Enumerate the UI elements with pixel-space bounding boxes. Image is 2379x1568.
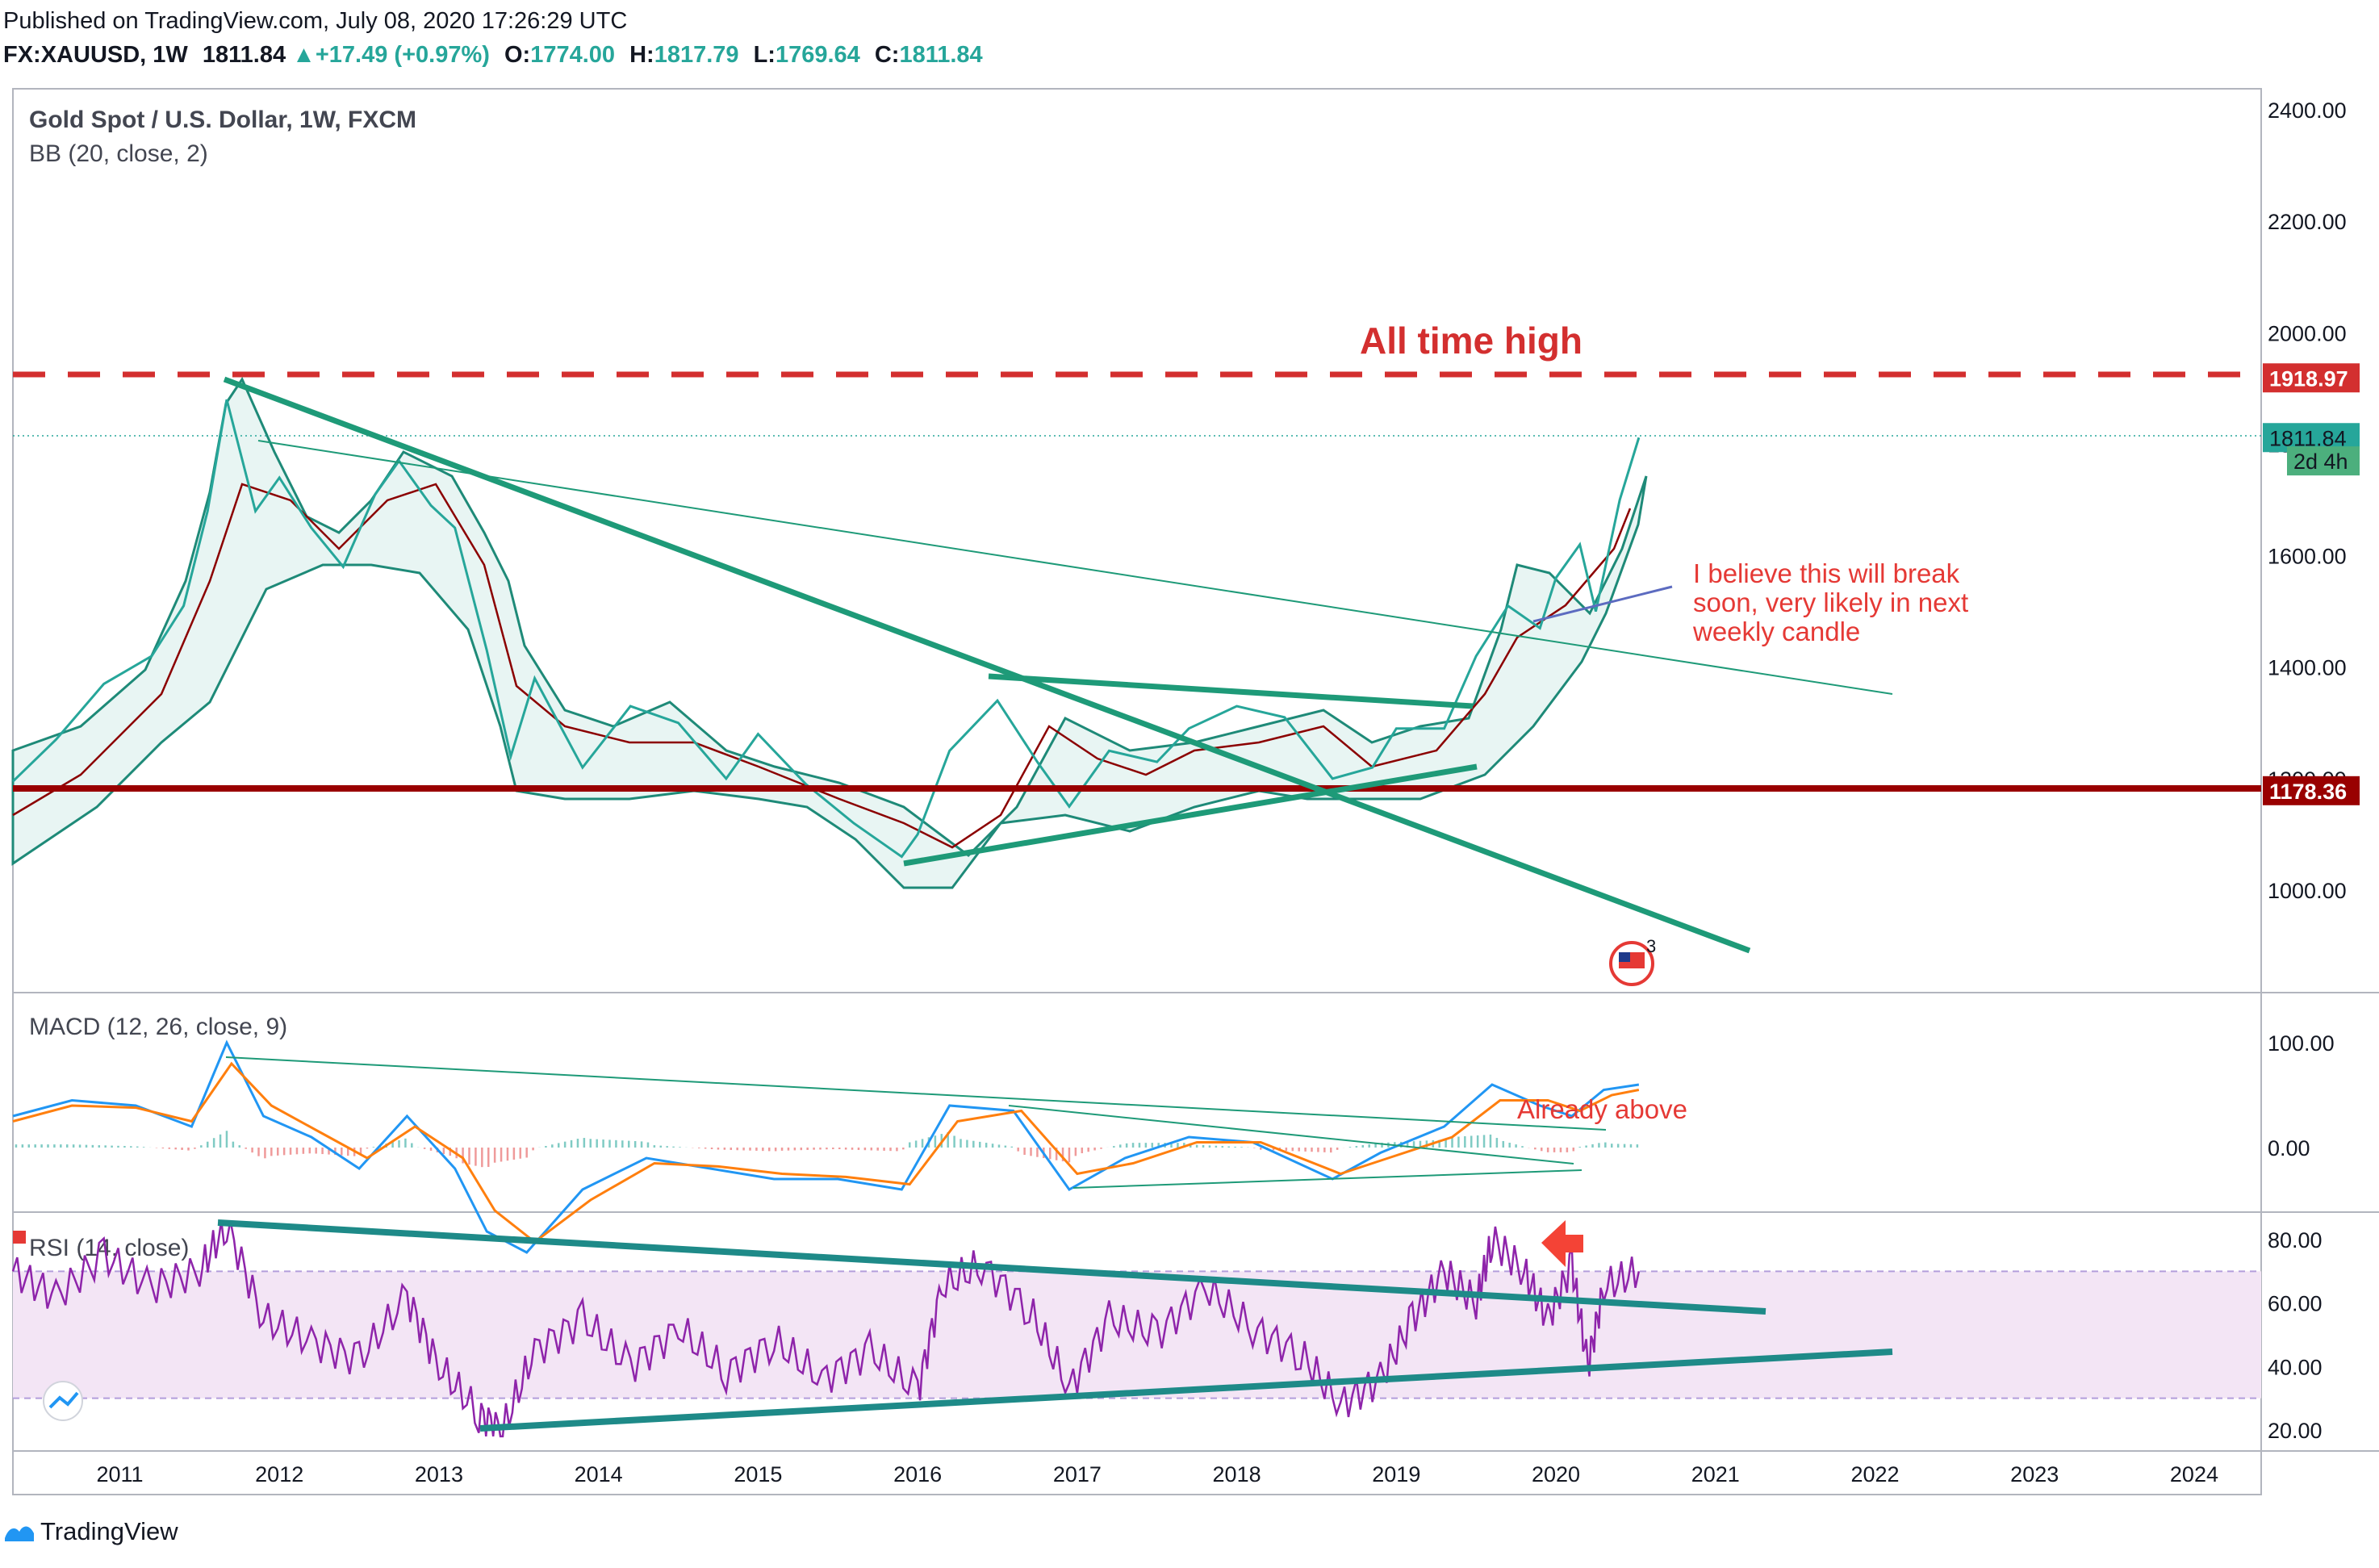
price-series-line <box>11 399 1641 859</box>
event-count: 3 <box>1646 936 1656 956</box>
time-tick-label: 2019 <box>1372 1462 1420 1486</box>
projection-line <box>1532 585 1673 623</box>
open-value: 1774.00 <box>530 42 616 68</box>
time-tick-label: 2015 <box>734 1462 782 1486</box>
rsi-tick-label: 40.00 <box>2268 1355 2323 1379</box>
macd-axis: 100.00 0.00 <box>2268 1031 2335 1160</box>
time-tick-label: 2018 <box>1213 1462 1261 1486</box>
change-value: +17.49 (+0.97%) <box>315 42 490 68</box>
bollinger-band-fill <box>11 376 1648 889</box>
rsi-tick-label: 80.00 <box>2268 1228 2323 1252</box>
time-tick-label: 2020 <box>1532 1462 1580 1486</box>
macd-trend-mid <box>1008 1105 1574 1165</box>
price-tick-label: 2000.00 <box>2268 321 2347 345</box>
rising-support-line <box>903 763 1478 867</box>
time-tick-label: 2021 <box>1691 1462 1740 1486</box>
price-tag <box>2287 446 2360 476</box>
price-tag <box>2263 776 2360 805</box>
close-label: C: <box>874 42 900 68</box>
bb-indicator-label: BB (20, close, 2) <box>29 140 208 167</box>
left-arrow-icon <box>1541 1220 1583 1267</box>
rsi-tick-label: 60.00 <box>2268 1292 2323 1316</box>
rsi-axis: 80.00 60.00 40.00 20.00 <box>2268 1228 2323 1443</box>
close-value: 1811.84 <box>899 42 983 68</box>
rsi-resistance-line <box>217 1219 1766 1315</box>
last-price: 1811.84 <box>202 42 286 68</box>
up-arrow-icon: ▲ <box>292 42 316 68</box>
ath-annotation: All time high <box>1360 320 1583 362</box>
price-tick-label: 2200.00 <box>2268 210 2347 234</box>
rsi-line <box>11 1220 1641 1438</box>
brand-name: TradingView <box>40 1517 178 1545</box>
published-line: Published on TradingView.com, July 08, 2… <box>3 8 628 34</box>
price-tag-label: 1178.36 <box>2269 780 2347 804</box>
low-label: L: <box>753 42 776 68</box>
time-tick-label: 2017 <box>1053 1462 1102 1486</box>
macd-tick-label: 100.00 <box>2268 1031 2335 1056</box>
alert-marker <box>13 1231 26 1244</box>
price-tick-label: 2400.00 <box>2268 98 2347 123</box>
price-tick-label: 1600.00 <box>2268 545 2347 569</box>
rsi-title: RSI (14, close) <box>29 1235 189 1261</box>
rsi-tick-label: 20.00 <box>2268 1419 2323 1443</box>
rsi-support-line <box>479 1348 1893 1432</box>
tradingview-logo-icon <box>5 1526 34 1541</box>
macd-annotation: Already above <box>1517 1094 1687 1124</box>
macd-trend-lower <box>1072 1169 1583 1189</box>
time-tick-label: 2014 <box>575 1462 623 1486</box>
price-tick-label: 1400.00 <box>2268 656 2347 680</box>
footer-brand[interactable]: TradingView <box>3 1517 178 1546</box>
time-tick-label: 2022 <box>1850 1462 1899 1486</box>
symbol-label: FX:XAUUSD, 1W <box>3 42 188 68</box>
rsi-band <box>13 1271 2261 1399</box>
high-value: 1817.79 <box>654 42 739 68</box>
watermark-wave-icon <box>48 1391 79 1409</box>
macd-title: MACD (12, 26, close, 9) <box>29 1014 287 1040</box>
time-tick-label: 2013 <box>415 1462 463 1486</box>
long-trend-line <box>257 440 1893 695</box>
open-label: O: <box>504 42 531 68</box>
low-value: 1769.64 <box>775 42 860 68</box>
macd-histogram <box>15 1131 1639 1168</box>
macd-line <box>12 1039 1640 1254</box>
time-axis: 2011 2012 2013 2014 2015 2016 2017 2018 2019 2020… <box>96 1462 2218 1486</box>
flag-canton-icon <box>1619 952 1630 962</box>
price-panel-title: Gold Spot / U.S. Dollar, 1W, FXCM <box>29 107 416 133</box>
price-tag-label: 2d 4h <box>2293 449 2348 474</box>
macd-trend-upper <box>225 1056 1607 1131</box>
time-tick-label: 2011 <box>96 1462 143 1486</box>
macd-tick-label: 0.00 <box>2268 1136 2310 1160</box>
ohlc-line: FX:XAUUSD, 1W 1811.84 ▲+17.49 (+0.97%) O… <box>3 42 983 69</box>
time-tick-label: 2023 <box>2010 1462 2059 1486</box>
resistance-line <box>988 673 1474 709</box>
time-tick-label: 2012 <box>255 1462 303 1486</box>
time-tick-label: 2024 <box>2170 1462 2218 1486</box>
time-tick-label: 2016 <box>893 1462 942 1486</box>
signal-line <box>12 1061 1640 1244</box>
price-tag <box>2263 363 2360 393</box>
break-annotation: I believe this will break soon, very lik… <box>1692 558 1976 646</box>
price-tag-label: 1918.97 <box>2269 366 2348 391</box>
price-tick-label: 1000.00 <box>2268 879 2347 903</box>
high-label: H: <box>629 42 654 68</box>
